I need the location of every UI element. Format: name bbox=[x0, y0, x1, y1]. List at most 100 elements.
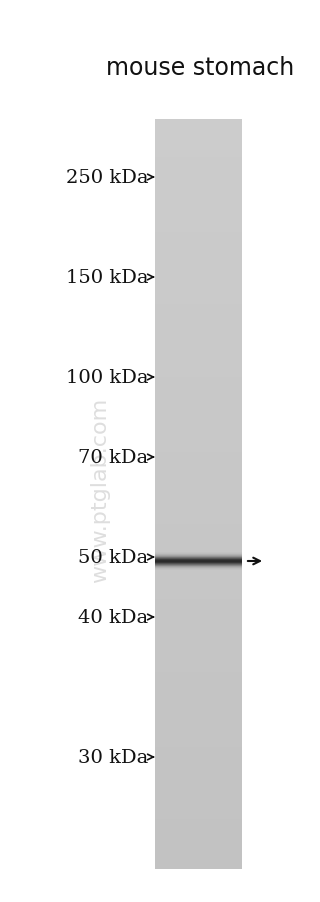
Bar bbox=[155, 761, 242, 765]
Bar bbox=[155, 262, 242, 265]
Bar bbox=[155, 630, 242, 632]
Bar bbox=[155, 692, 242, 695]
Bar bbox=[155, 250, 242, 253]
Bar bbox=[155, 199, 242, 203]
Bar bbox=[155, 373, 242, 375]
Bar bbox=[155, 767, 242, 769]
Bar bbox=[155, 165, 242, 168]
Bar bbox=[155, 137, 242, 141]
Bar bbox=[155, 133, 242, 135]
Bar bbox=[155, 685, 242, 687]
Bar bbox=[155, 202, 242, 206]
Bar bbox=[155, 212, 242, 216]
Bar bbox=[155, 127, 242, 131]
Bar bbox=[155, 777, 242, 779]
Bar bbox=[155, 864, 242, 867]
Bar bbox=[155, 682, 242, 685]
Bar bbox=[155, 247, 242, 250]
Bar bbox=[155, 192, 242, 196]
Bar bbox=[155, 566, 242, 570]
Bar bbox=[155, 315, 242, 318]
Bar bbox=[155, 230, 242, 233]
Bar bbox=[155, 861, 242, 864]
Bar bbox=[155, 447, 242, 450]
Text: 100 kDa: 100 kDa bbox=[66, 369, 148, 387]
Bar bbox=[155, 332, 242, 336]
Bar bbox=[155, 699, 242, 703]
Bar bbox=[155, 634, 242, 638]
Bar bbox=[155, 215, 242, 217]
Bar bbox=[155, 407, 242, 410]
Bar bbox=[155, 672, 242, 675]
Bar bbox=[155, 319, 242, 323]
Bar bbox=[155, 617, 242, 620]
Bar bbox=[155, 172, 242, 175]
Bar bbox=[155, 836, 242, 840]
Bar bbox=[155, 857, 242, 860]
Text: 30 kDa: 30 kDa bbox=[78, 748, 148, 766]
Bar bbox=[155, 264, 242, 268]
Bar bbox=[155, 480, 242, 483]
Bar bbox=[155, 607, 242, 610]
Bar bbox=[155, 427, 242, 430]
Bar bbox=[155, 815, 242, 817]
Bar bbox=[155, 484, 242, 487]
Bar bbox=[155, 188, 242, 190]
Bar bbox=[155, 575, 242, 577]
Bar bbox=[155, 537, 242, 540]
Bar bbox=[155, 260, 242, 262]
Bar bbox=[155, 497, 242, 500]
Bar bbox=[155, 352, 242, 355]
Bar bbox=[155, 829, 242, 832]
Bar bbox=[155, 490, 242, 492]
Bar bbox=[155, 412, 242, 415]
Bar bbox=[155, 640, 242, 642]
Bar bbox=[155, 327, 242, 330]
Text: 40 kDa: 40 kDa bbox=[78, 608, 148, 626]
Bar bbox=[155, 189, 242, 193]
Bar bbox=[155, 302, 242, 305]
Bar bbox=[155, 659, 242, 662]
Bar bbox=[155, 370, 242, 373]
Bar bbox=[155, 577, 242, 580]
Bar bbox=[155, 624, 242, 627]
Bar bbox=[155, 727, 242, 730]
Bar bbox=[155, 532, 242, 535]
Bar bbox=[155, 750, 242, 752]
Bar bbox=[155, 512, 242, 515]
Bar bbox=[155, 774, 242, 778]
Bar bbox=[155, 734, 242, 737]
Bar bbox=[155, 417, 242, 420]
Bar bbox=[155, 826, 242, 830]
Bar bbox=[155, 305, 242, 308]
Bar bbox=[155, 849, 242, 852]
Bar bbox=[155, 244, 242, 248]
Bar bbox=[155, 439, 242, 443]
Bar bbox=[155, 160, 242, 163]
Bar bbox=[155, 502, 242, 505]
Bar bbox=[155, 477, 242, 480]
Text: 50 kDa: 50 kDa bbox=[78, 548, 148, 566]
Bar bbox=[155, 179, 242, 183]
Bar bbox=[155, 145, 242, 148]
Bar bbox=[155, 492, 242, 495]
Bar bbox=[155, 804, 242, 807]
Bar bbox=[155, 652, 242, 655]
Bar bbox=[155, 442, 242, 445]
Bar bbox=[155, 195, 242, 198]
Bar bbox=[155, 337, 242, 340]
Bar bbox=[155, 422, 242, 425]
Bar bbox=[155, 517, 242, 520]
Bar bbox=[155, 679, 242, 682]
Bar bbox=[155, 542, 242, 545]
Bar bbox=[155, 120, 242, 123]
Bar bbox=[155, 435, 242, 437]
Bar bbox=[155, 712, 242, 714]
Bar bbox=[155, 459, 242, 463]
Bar bbox=[155, 522, 242, 525]
Bar bbox=[155, 232, 242, 235]
Bar bbox=[155, 842, 242, 844]
Bar bbox=[155, 675, 242, 677]
Bar bbox=[155, 308, 242, 310]
Bar bbox=[155, 210, 242, 213]
